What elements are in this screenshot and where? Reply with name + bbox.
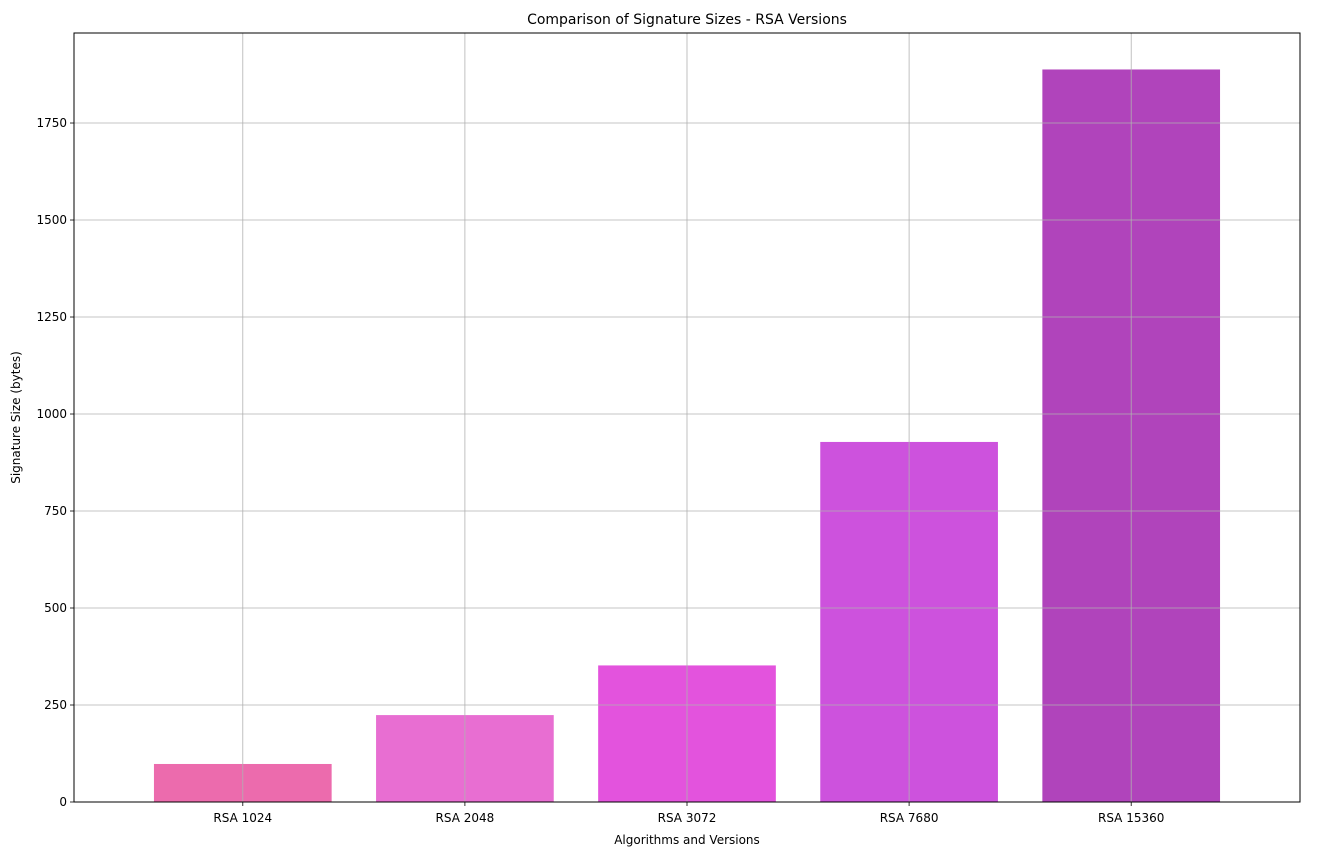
- x-axis-label: Algorithms and Versions: [614, 833, 760, 847]
- y-axis-label: Signature Size (bytes): [9, 351, 23, 484]
- x-tick-label: RSA 7680: [880, 811, 939, 825]
- y-tick-label: 0: [59, 795, 67, 809]
- y-tick-label: 1500: [36, 213, 67, 227]
- grid-layer: [74, 33, 1300, 803]
- chart-title: Comparison of Signature Sizes - RSA Vers…: [527, 12, 847, 28]
- y-tick-label: 1000: [36, 407, 67, 421]
- x-tick-label: RSA 2048: [436, 811, 495, 825]
- y-tick-label: 1250: [36, 310, 67, 324]
- y-tick-label: 500: [44, 601, 67, 615]
- tick-layer: 0 250 500 750 1000 1250 1500 1750 RSA 1024 RSA 20…: [36, 116, 1164, 825]
- y-tick-label: 1750: [36, 116, 67, 130]
- x-tick-label: RSA 15360: [1098, 811, 1164, 825]
- y-tick-label: 250: [44, 698, 67, 712]
- x-tick-label: RSA 3072: [658, 811, 717, 825]
- x-tick-label: RSA 1024: [213, 811, 272, 825]
- y-tick-label: 750: [44, 504, 67, 518]
